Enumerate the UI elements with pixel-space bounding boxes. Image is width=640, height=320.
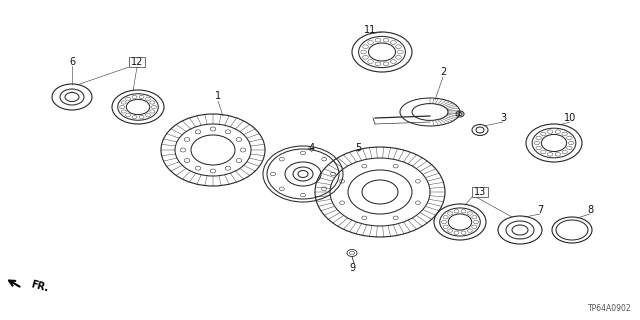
Text: 5: 5 [355, 143, 361, 153]
Text: 2: 2 [440, 67, 446, 77]
Text: FR.: FR. [30, 279, 50, 293]
Text: 10: 10 [564, 113, 576, 123]
Text: 6: 6 [69, 57, 75, 67]
Text: 1: 1 [215, 91, 221, 101]
Text: 7: 7 [537, 205, 543, 215]
Text: 13: 13 [474, 187, 486, 197]
Text: 12: 12 [131, 57, 143, 67]
Text: 9: 9 [349, 263, 355, 273]
Text: 11: 11 [364, 25, 376, 35]
Text: 3: 3 [500, 113, 506, 123]
Text: 8: 8 [587, 205, 593, 215]
Bar [472, 187, 488, 197]
Text: 4: 4 [309, 143, 315, 153]
Bar [129, 57, 145, 67]
Text: TP64A0902: TP64A0902 [588, 304, 632, 313]
